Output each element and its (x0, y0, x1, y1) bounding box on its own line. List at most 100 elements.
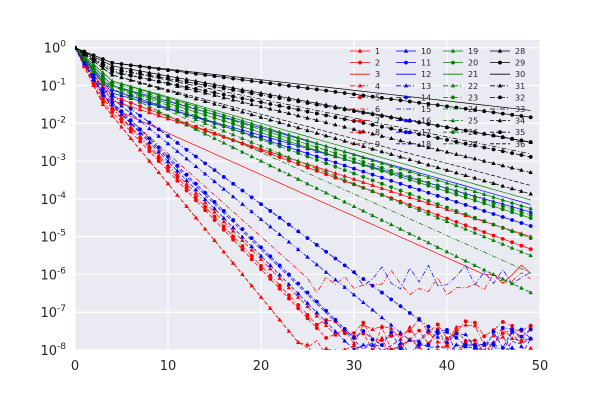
data-point (323, 323, 329, 328)
data-point (101, 74, 105, 78)
data-point (184, 93, 189, 98)
legend-label: 9 (375, 140, 380, 149)
data-point (240, 121, 245, 126)
data-point (370, 146, 375, 151)
data-point (230, 225, 236, 230)
data-point (528, 327, 533, 332)
data-point (370, 327, 375, 332)
data-point (175, 107, 180, 111)
data-point (305, 300, 310, 305)
series-line (75, 47, 531, 201)
data-point (491, 194, 496, 199)
data-point (426, 134, 431, 139)
data-point (296, 139, 301, 144)
data-point (528, 290, 533, 295)
data-point (473, 215, 477, 220)
data-point (380, 181, 384, 186)
data-point (212, 179, 217, 184)
data-point (259, 267, 263, 272)
data-point (389, 97, 394, 102)
data-point (258, 114, 264, 119)
data-point (323, 319, 329, 324)
data-point (472, 323, 478, 328)
data-point (370, 112, 375, 117)
data-point (352, 109, 356, 114)
legend-item-28: 28 (490, 47, 525, 56)
data-point (398, 166, 403, 171)
legend-label: 31 (515, 82, 525, 91)
data-point (445, 189, 449, 194)
data-point (463, 212, 468, 217)
data-point (286, 239, 292, 244)
data-point (389, 172, 394, 176)
data-point (258, 123, 264, 128)
data-point (398, 346, 403, 350)
data-point (407, 157, 412, 162)
legend-item-6: 6 (350, 105, 380, 114)
data-point (110, 90, 115, 95)
data-point (491, 180, 496, 185)
data-point (138, 75, 143, 80)
data-point (473, 195, 477, 200)
data-point (454, 328, 459, 333)
data-point (472, 230, 478, 235)
data-point (231, 76, 236, 81)
data-point (314, 111, 319, 116)
data-point (165, 73, 171, 78)
legend-item-4: 4 (350, 82, 380, 91)
data-point (268, 262, 273, 267)
data-point (351, 141, 357, 146)
data-point (138, 104, 143, 109)
series-line (75, 47, 531, 256)
data-point (342, 91, 347, 95)
y-tick-label: 10-1 (40, 77, 66, 94)
data-point (286, 122, 292, 127)
data-point (166, 103, 170, 108)
legend-item-13: 13 (396, 82, 431, 91)
data-point (101, 96, 105, 101)
data-point (268, 266, 273, 271)
data-point (175, 175, 180, 180)
data-point (342, 163, 347, 168)
data-point (463, 226, 468, 231)
data-point (482, 198, 487, 203)
legend-label: 12 (421, 70, 431, 79)
y-tick-label: 100 (44, 40, 67, 57)
data-point (231, 237, 236, 242)
data-point (333, 151, 338, 156)
data-point (482, 191, 487, 196)
data-point (370, 182, 375, 187)
data-point (323, 346, 329, 350)
data-point (221, 112, 226, 117)
data-point (221, 75, 226, 80)
data-point (194, 81, 198, 86)
data-point (361, 169, 366, 174)
data-point (305, 151, 310, 156)
data-point (454, 331, 459, 336)
data-point (91, 68, 96, 73)
data-point (435, 193, 440, 198)
data-point (370, 94, 375, 99)
data-point (342, 338, 347, 343)
data-point (435, 136, 440, 140)
data-point (156, 100, 161, 105)
data-point (370, 337, 375, 342)
data-point (445, 125, 449, 130)
data-point (240, 109, 245, 114)
data-point (166, 81, 170, 86)
data-point (379, 185, 385, 190)
data-point (351, 292, 357, 297)
data-point (137, 107, 143, 112)
legend-label: 16 (421, 117, 431, 126)
data-point (193, 187, 199, 192)
data-point (351, 341, 357, 346)
data-point (500, 163, 505, 168)
data-point (194, 110, 198, 114)
data-point (175, 83, 180, 88)
data-point (398, 117, 403, 122)
data-point (519, 249, 524, 254)
series-5 (75, 45, 533, 344)
data-point (286, 154, 292, 159)
data-point (528, 213, 533, 217)
